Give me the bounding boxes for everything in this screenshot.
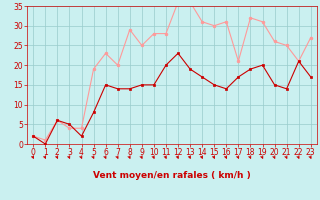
X-axis label: Vent moyen/en rafales ( km/h ): Vent moyen/en rafales ( km/h ) [93,171,251,180]
